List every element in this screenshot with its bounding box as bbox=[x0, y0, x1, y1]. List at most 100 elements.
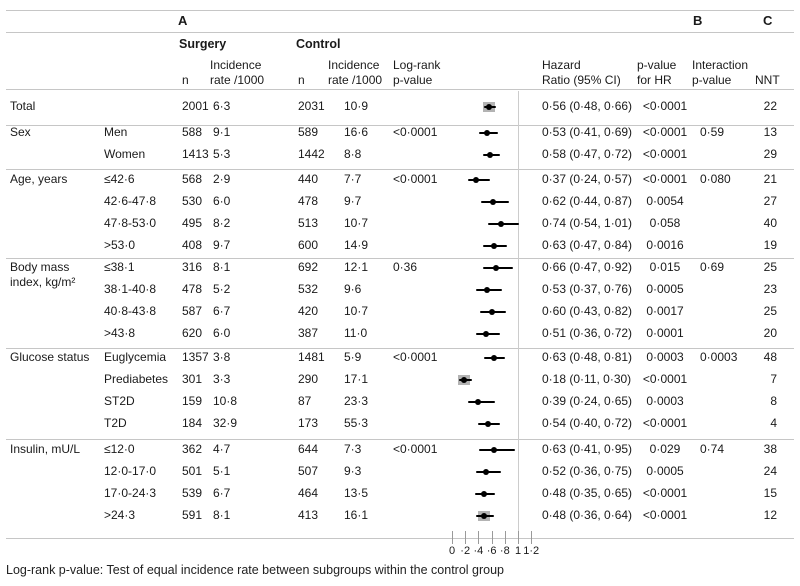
control-n: 387 bbox=[298, 326, 319, 340]
hazard-ratio-ci: 0·56 (0·48, 0·66) bbox=[542, 99, 633, 113]
col-header-n-control: n bbox=[298, 73, 305, 87]
subgroup-label: ≤42·6 bbox=[104, 172, 135, 186]
hazard-ratio-ci: 0·18 (0·11, 0·30) bbox=[542, 372, 632, 386]
subgroup-label: Men bbox=[104, 125, 128, 139]
point-estimate-dot bbox=[490, 243, 497, 249]
horizontal-rule bbox=[6, 89, 794, 90]
interaction-p-value: 0·74 bbox=[700, 442, 725, 456]
nnt-value: 22 bbox=[763, 99, 777, 113]
control-incidence: 7·7 bbox=[344, 172, 362, 186]
horizontal-rule bbox=[6, 439, 794, 440]
group-header-control: Control bbox=[296, 37, 341, 51]
axis-tick bbox=[478, 531, 480, 544]
axis-tick-label: ·8 bbox=[499, 545, 510, 557]
surgery-n: 478 bbox=[182, 282, 203, 296]
control-incidence: 9·6 bbox=[344, 282, 362, 296]
control-n: 413 bbox=[298, 508, 319, 522]
surgery-n: 184 bbox=[182, 416, 203, 430]
category-label: Body mass index, kg/m² bbox=[10, 260, 76, 289]
subgroup-label: 38·1-40·8 bbox=[104, 282, 157, 296]
col-header-n-surgery: n bbox=[182, 73, 189, 87]
panel-label-c: C bbox=[763, 13, 773, 28]
control-incidence: 10·7 bbox=[344, 216, 369, 230]
surgery-incidence: 4·7 bbox=[213, 442, 231, 456]
point-estimate-dot bbox=[497, 221, 504, 227]
control-incidence: 55·3 bbox=[344, 416, 369, 430]
surgery-incidence: 8·1 bbox=[213, 260, 231, 274]
axis-tick bbox=[531, 531, 533, 544]
surgery-incidence: 9·1 bbox=[213, 125, 231, 139]
hazard-ratio-ci: 0·48 (0·35, 0·65) bbox=[542, 486, 633, 500]
subgroup-label: 40·8-43·8 bbox=[104, 304, 157, 318]
p-value-for-hr: <0·0001 bbox=[642, 372, 688, 386]
p-value-for-hr: 0·029 bbox=[649, 442, 681, 456]
control-n: 507 bbox=[298, 464, 319, 478]
axis-tick-label: 1·2 bbox=[523, 545, 540, 557]
control-n: 1481 bbox=[298, 350, 325, 364]
surgery-incidence: 10·8 bbox=[213, 394, 238, 408]
nnt-value: 7 bbox=[770, 372, 777, 386]
hazard-ratio-ci: 0·39 (0·24, 0·65) bbox=[542, 394, 633, 408]
hazard-ratio-ci: 0·54 (0·40, 0·72) bbox=[542, 416, 633, 430]
col-header-incidence-control: Incidence rate /1000 bbox=[328, 58, 383, 87]
subgroup-label: 47·8-53·0 bbox=[104, 216, 157, 230]
subgroup-label: 17·0-24·3 bbox=[104, 486, 157, 500]
surgery-incidence: 3·3 bbox=[213, 372, 231, 386]
surgery-n: 495 bbox=[182, 216, 203, 230]
ci-line bbox=[479, 449, 515, 451]
horizontal-rule bbox=[6, 538, 794, 539]
surgery-incidence: 6·0 bbox=[213, 194, 231, 208]
hazard-ratio-ci: 0·62 (0·44, 0·87) bbox=[542, 194, 633, 208]
hazard-ratio-ci: 0·66 (0·47, 0·92) bbox=[542, 260, 633, 274]
control-incidence: 16·6 bbox=[344, 125, 369, 139]
surgery-n: 1357 bbox=[182, 350, 209, 364]
subgroup-label: Prediabetes bbox=[104, 372, 169, 386]
axis-tick-label: 1 bbox=[514, 545, 522, 557]
hazard-ratio-ci: 0·63 (0·41, 0·95) bbox=[542, 442, 633, 456]
nnt-value: 21 bbox=[763, 172, 777, 186]
interaction-p-value: 0·69 bbox=[700, 260, 725, 274]
control-n: 464 bbox=[298, 486, 319, 500]
p-value-for-hr: <0·0001 bbox=[642, 508, 688, 522]
control-n: 87 bbox=[298, 394, 312, 408]
surgery-incidence: 8·2 bbox=[213, 216, 231, 230]
nnt-value: 13 bbox=[763, 125, 777, 139]
point-estimate-dot bbox=[473, 177, 480, 183]
nnt-value: 20 bbox=[763, 326, 777, 340]
panel-label-a: A bbox=[178, 13, 188, 28]
logrank-p-value: 0·36 bbox=[393, 260, 418, 274]
surgery-n: 530 bbox=[182, 194, 203, 208]
col-header-hazard-ratio: Hazard Ratio (95% CI) bbox=[542, 58, 621, 87]
p-value-for-hr: 0·0003 bbox=[646, 350, 684, 364]
hazard-ratio-ci: 0·37 (0·24, 0·57) bbox=[542, 172, 633, 186]
control-incidence: 13·5 bbox=[344, 486, 369, 500]
control-n: 644 bbox=[298, 442, 319, 456]
axis-tick bbox=[491, 531, 493, 544]
point-estimate-dot bbox=[492, 265, 499, 271]
subgroup-label: 42·6-47·8 bbox=[104, 194, 157, 208]
point-estimate-dot bbox=[490, 447, 497, 453]
control-n: 420 bbox=[298, 304, 319, 318]
logrank-p-value: <0·0001 bbox=[393, 172, 438, 186]
subgroup-label: ≤38·1 bbox=[104, 260, 135, 274]
nnt-value: 24 bbox=[763, 464, 777, 478]
control-n: 600 bbox=[298, 238, 319, 252]
logrank-p-value: <0·0001 bbox=[393, 442, 438, 456]
surgery-incidence: 5·2 bbox=[213, 282, 231, 296]
col-header-incidence-surgery: Incidence rate /1000 bbox=[210, 58, 265, 87]
control-n: 173 bbox=[298, 416, 319, 430]
category-label: Sex bbox=[10, 125, 31, 139]
horizontal-rule bbox=[6, 348, 794, 349]
nnt-value: 40 bbox=[763, 216, 777, 230]
hazard-ratio-ci: 0·63 (0·48, 0·81) bbox=[542, 350, 633, 364]
subgroup-label: T2D bbox=[104, 416, 127, 430]
nnt-value: 12 bbox=[763, 508, 777, 522]
col-header-interaction: Interaction p-value bbox=[692, 58, 749, 87]
nnt-value: 8 bbox=[770, 394, 777, 408]
category-label: Glucose status bbox=[10, 350, 90, 364]
category-label: Age, years bbox=[10, 172, 68, 186]
control-n: 2031 bbox=[298, 99, 325, 113]
point-estimate-dot bbox=[488, 309, 495, 315]
footnote: Log-rank p-value: Test of equal incidenc… bbox=[6, 563, 504, 577]
